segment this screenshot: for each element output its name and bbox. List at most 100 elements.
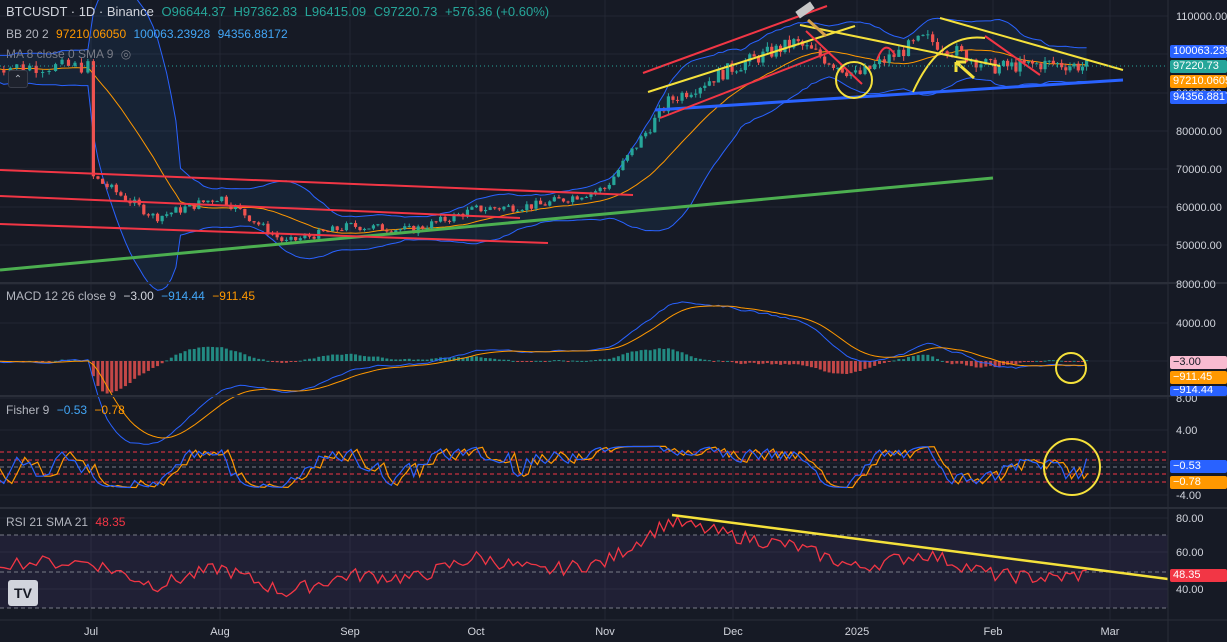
candle-body <box>887 54 891 63</box>
collapse-legend-button[interactable]: ⌃ <box>8 70 28 88</box>
candle-body <box>321 229 325 232</box>
macd-hist-bar <box>110 361 114 393</box>
candle-body <box>160 215 164 222</box>
red-falling-line-1 <box>805 30 863 85</box>
close-value: C97220.73 <box>373 4 438 19</box>
candle-body <box>110 184 114 188</box>
macd-hist-bar <box>743 361 747 364</box>
macd-hist-bar <box>926 354 930 361</box>
eye-hidden-icon[interactable]: ◎ <box>120 47 132 61</box>
candle-body <box>993 59 997 74</box>
macd-hist-bar <box>698 358 702 361</box>
candle-body <box>398 229 402 231</box>
candle-body <box>931 34 935 43</box>
macd-hist-bar <box>685 354 689 361</box>
candle-body <box>389 231 393 233</box>
candle-body <box>552 197 556 202</box>
candle-body <box>756 56 761 63</box>
macd-hist-bar <box>484 358 488 361</box>
macd-hist-bar <box>434 358 438 361</box>
red-arc <box>876 46 896 61</box>
candle-body <box>344 223 349 231</box>
ma-legend[interactable]: MA 8 close 0 SMA 9 ◎ <box>6 47 135 61</box>
macd-signal-value: −911.45 <box>212 289 256 303</box>
macd-hist-bar <box>648 350 652 361</box>
candle-body <box>671 96 675 100</box>
macd-hist-bar <box>525 361 529 362</box>
macd-label: MACD 12 26 close 9 <box>6 289 117 303</box>
macd-hist-bar <box>945 361 949 363</box>
candle-body <box>716 69 721 83</box>
yellow-circle-price <box>835 61 873 99</box>
macd-hist-bar <box>964 361 968 366</box>
symbol-title[interactable]: BTCUSDT · 1D · Binance <box>6 4 154 19</box>
macd-hist-bar <box>1068 361 1072 362</box>
candle-body <box>1030 61 1035 64</box>
macd-legend[interactable]: MACD 12 26 close 9 −3.00 −914.44 −911.45 <box>6 289 259 303</box>
macd-hist-bar <box>630 351 634 361</box>
candle-body <box>739 70 743 72</box>
bb-legend[interactable]: BB 20 2 97210.06050 100063.23928 94356.8… <box>6 27 292 41</box>
candle-body <box>997 65 1001 74</box>
candle-body <box>675 99 680 101</box>
candle-body <box>412 225 416 234</box>
candle-body <box>100 178 105 184</box>
bb-mid-value: 97210.06050 <box>56 27 127 41</box>
macd-hist-bar <box>101 361 105 392</box>
macd-hist-bar <box>331 354 335 361</box>
candle-body <box>787 39 792 48</box>
macd-hist-bar <box>394 359 398 361</box>
candle-body <box>796 39 800 42</box>
bb-lower-price-label: 94356.8817 <box>1170 91 1227 104</box>
candle-body <box>818 49 822 57</box>
macd-hist-bar <box>805 361 809 367</box>
macd-hist-bar <box>703 359 707 361</box>
macd-hist-bar <box>358 355 362 361</box>
time-axis[interactable]: Jul Aug Sep Oct Nov Dec 2025 Feb Mar <box>84 626 1120 638</box>
macd-hist-bar <box>128 361 132 383</box>
candle-body <box>845 72 849 76</box>
candle-body <box>447 220 452 222</box>
candle-body <box>689 94 693 98</box>
candle-body <box>916 35 920 41</box>
candle-body <box>192 203 196 209</box>
macd-hist-bar <box>317 356 321 361</box>
fisher-legend[interactable]: Fisher 9 −0.53 −0.78 <box>6 403 129 417</box>
macd-hist-bar <box>721 361 725 362</box>
macd-hist-bar <box>566 361 570 362</box>
macd-hist-bar <box>234 351 238 361</box>
macd-hist-bar <box>452 357 456 361</box>
macd-hist-bar <box>1031 361 1035 362</box>
rsi-legend[interactable]: RSI 21 SMA 21 48.35 <box>6 515 129 529</box>
macd-hist-bar <box>897 358 901 361</box>
macd-line-price-label: −914.44 <box>1170 386 1227 396</box>
macd-signal-price-label: −911.45 <box>1170 371 1227 384</box>
macd-hist-bar <box>598 359 602 361</box>
candle-body <box>1022 59 1026 63</box>
candle-body <box>666 96 671 112</box>
macd-hist-bar <box>644 349 648 361</box>
macd-hist-bar <box>474 356 478 361</box>
candle-body <box>438 216 443 222</box>
candle-body <box>34 65 38 73</box>
rsi-tick: 80.00 <box>1176 513 1204 525</box>
candle-body <box>215 201 219 203</box>
time-tick: Mar <box>1101 626 1120 638</box>
macd-hist-bar <box>354 354 358 361</box>
candle-body <box>792 39 796 48</box>
candle-body <box>151 213 155 216</box>
candle-body <box>955 46 959 56</box>
macd-hist-bar <box>607 358 611 361</box>
candle-body <box>721 69 725 80</box>
candle-body <box>853 70 858 73</box>
macd-hist-bar <box>261 359 265 361</box>
macd-hist-bar <box>238 352 242 361</box>
macd-hist-bar <box>955 361 959 364</box>
macd-hist-bar <box>676 351 680 361</box>
candle-body <box>380 224 384 231</box>
tradingview-logo[interactable]: TV <box>8 580 38 606</box>
macd-hist-bar <box>497 359 501 361</box>
yellow-circle-macd <box>1055 352 1087 384</box>
